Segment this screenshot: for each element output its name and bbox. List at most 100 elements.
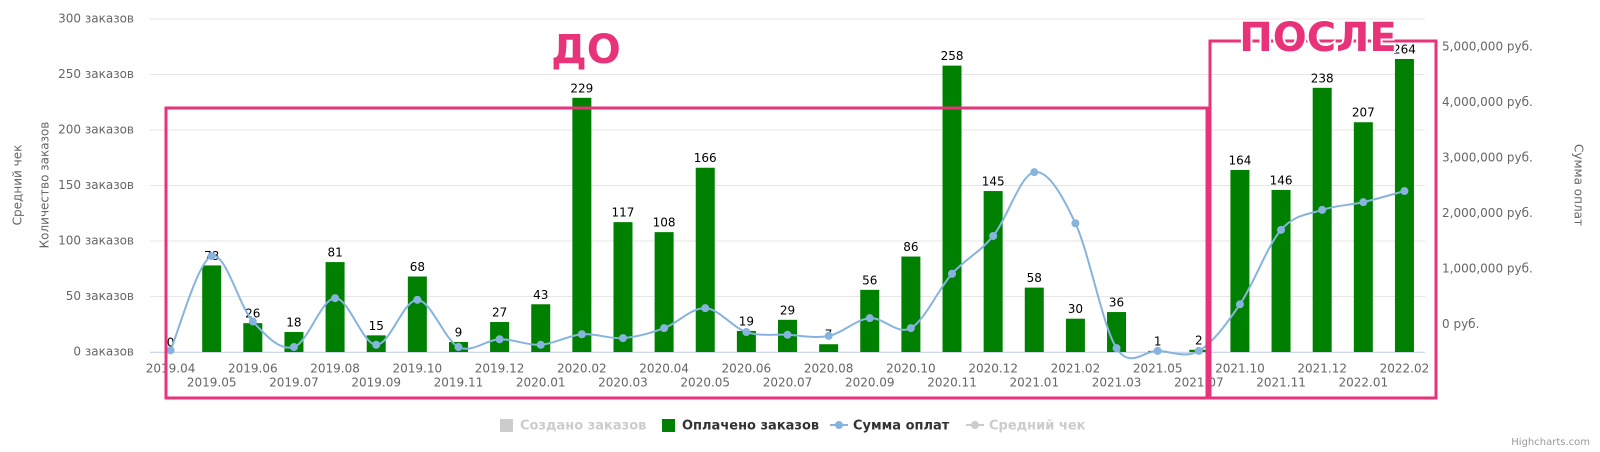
x-tick-label: 2020.09 [845,376,895,390]
bar [1312,87,1332,352]
x-tick-label: 2019.11 [434,376,484,390]
y2-tick-label: 1,000,000 руб. [1442,261,1533,275]
legend-label: Оплачено заказов [682,419,819,434]
x-tick-label: 2019.09 [351,376,401,390]
x-tick-label: 2022.02 [1380,362,1430,376]
y2-axis-title: Сумма оплат [1572,144,1586,226]
point [248,317,257,326]
point [1277,225,1286,234]
point [906,324,915,333]
data-label: 258 [941,49,964,63]
bar [325,262,345,352]
point [577,330,586,339]
x-tick-label: 2020.11 [927,376,977,390]
legend-item[interactable]: Оплачено заказов [662,419,819,434]
legend-item[interactable]: Создано заказов [500,419,646,434]
data-label: 117 [612,206,635,220]
data-label: 43 [533,288,548,302]
legend-item[interactable]: Сумма оплат [830,419,950,434]
data-label: 146 [1270,173,1293,187]
y2-tick-label: 4,000,000 руб. [1442,95,1533,109]
point [166,346,175,355]
bar [407,276,427,352]
point [454,343,463,352]
legend-item[interactable]: Средний чек [966,419,1086,434]
y-tick-label: 100 заказов [58,234,134,248]
bar [531,304,551,352]
x-tick-label: 2019.06 [228,362,278,376]
x-tick-label: 2020.02 [557,362,607,376]
point [495,335,504,344]
bar [1353,122,1373,352]
data-label: 108 [653,216,676,230]
legend-label: Создано заказов [520,419,646,434]
point [1153,346,1162,355]
x-tick-label: 2021.10 [1215,362,1265,376]
y-tick-label: 200 заказов [58,123,134,137]
x-tick-label: 2020.08 [804,362,854,376]
data-label: 2 [1195,333,1203,347]
bar [202,265,222,352]
x-tick-label: 2020.07 [763,376,813,390]
x-tick-label: 2021.12 [1297,362,1347,376]
x-tick-label: 2020.06 [722,362,772,376]
credits[interactable]: Highcharts.com [1511,437,1590,448]
bar [819,344,839,352]
point [660,324,669,333]
x-tick-label: 2019.12 [475,362,525,376]
data-label: 81 [327,246,342,260]
legend-swatch [835,421,843,429]
x-tick-label: 2021.01 [1009,376,1059,390]
point [989,232,998,241]
bar [983,191,1003,352]
point [1194,346,1203,355]
data-label: 0 [167,336,175,350]
outer-axis-title: Средний чек [11,145,25,226]
point [1030,168,1039,177]
x-tick-label: 2021.03 [1092,376,1142,390]
x-tick-label: 2020.05 [680,376,730,390]
x-tick-label: 2020.01 [516,376,566,390]
point [783,330,792,339]
x-tick-label: 2021.11 [1256,376,1306,390]
point [1235,300,1244,309]
data-label: 19 [739,314,754,328]
y2-tick-label: 2,000,000 руб. [1442,206,1533,220]
data-label: 207 [1352,106,1375,120]
point [331,294,340,303]
x-tick-label: 2021.07 [1174,376,1224,390]
x-tick-label: 2021.02 [1051,362,1101,376]
point [948,269,957,278]
legend-label: Сумма оплат [853,419,950,434]
data-label: 58 [1027,271,1042,285]
data-label: 15 [369,319,384,333]
data-label: 1 [1154,334,1162,348]
point [865,314,874,323]
data-label: 27 [492,306,507,320]
point [701,304,710,313]
point [536,340,545,349]
bar [1065,318,1085,352]
data-label: 68 [410,260,425,274]
bar [654,232,674,352]
point [372,340,381,349]
data-label: 36 [1109,296,1124,310]
legend-swatch [971,421,979,429]
x-tick-label: 2020.04 [639,362,689,376]
bar [695,167,715,352]
x-tick-label: 2019.04 [146,362,196,376]
data-label: 264 [1393,42,1416,56]
x-tick-label: 2019.05 [187,376,237,390]
data-label: 30 [1068,302,1083,316]
plot-area: 0 заказов 50 заказов 100 заказов 150 заказо… [58,12,1533,390]
point [1318,205,1327,214]
annotation: ДО [551,27,621,73]
legend-swatch [500,419,513,432]
before-box [164,106,1209,400]
point [413,295,422,304]
x-tick-label: 2020.03 [598,376,648,390]
x-tick-label: 2022.01 [1338,376,1388,390]
data-label: 9 [455,326,463,340]
point [1359,198,1368,207]
